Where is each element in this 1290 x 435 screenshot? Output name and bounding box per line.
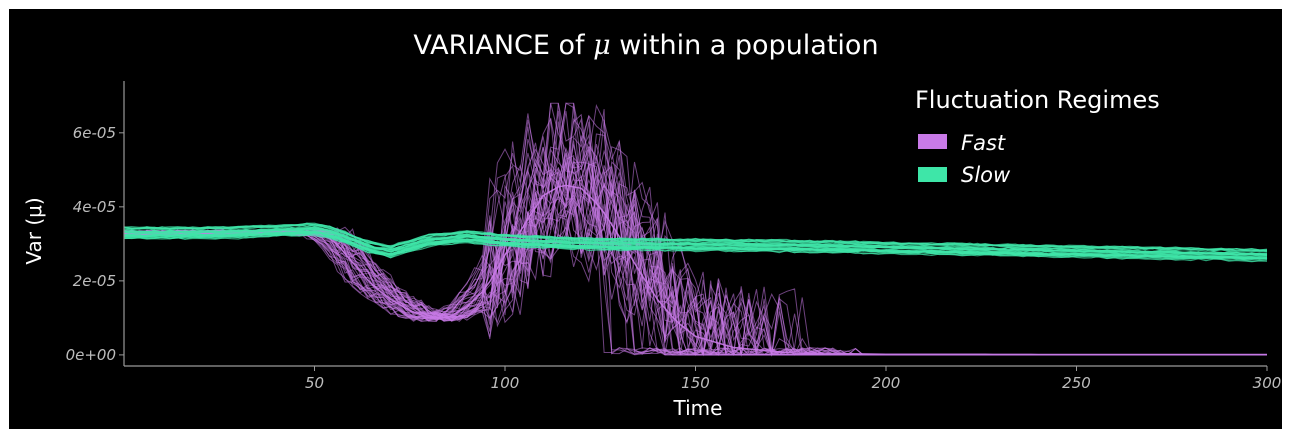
fast-run-line	[124, 119, 1267, 355]
series-line-fast	[124, 185, 1267, 354]
legend-swatch-slow	[918, 167, 947, 182]
x-tick-label: 300	[1253, 374, 1282, 392]
legend-label-slow: Slow	[961, 163, 1011, 187]
x-axis-label: Time	[673, 396, 723, 420]
x-tick-label: 100	[491, 374, 520, 392]
chart-title: VARIANCE of μ within a population	[413, 30, 878, 61]
legend-swatch-fast	[918, 134, 947, 149]
fast-run-line	[124, 217, 1267, 355]
fast-run-line	[124, 184, 1267, 355]
y-tick-label: 6e-05	[73, 124, 116, 142]
variance-line-chart: VARIANCE of μ within a population 0e+00 2…	[9, 9, 1282, 429]
legend-label-fast: Fast	[961, 131, 1006, 155]
x-tick-label: 150	[681, 374, 710, 392]
x-tick-label: 200	[872, 374, 901, 392]
fast-run-line	[124, 183, 1267, 355]
x-axis-ticks: 50 100 150 200 250 300	[305, 366, 1281, 392]
chart-panel: VARIANCE of μ within a population 0e+00 2…	[9, 9, 1282, 429]
legend-title: Fluctuation Regimes	[915, 86, 1160, 114]
y-tick-label: 4e-05	[73, 198, 116, 216]
y-tick-label: 2e-05	[73, 272, 116, 290]
y-tick-label: 0e+00	[66, 346, 116, 364]
y-axis-ticks: 0e+00 2e-05 4e-05 6e-05	[66, 124, 124, 364]
plot-area	[124, 103, 1267, 355]
y-axis-label: Var (μ)	[22, 197, 46, 264]
x-tick-label: 50	[305, 374, 324, 392]
legend: Fluctuation Regimes Fast Slow	[915, 86, 1160, 187]
x-tick-label: 250	[1062, 374, 1091, 392]
fast-run-line	[124, 184, 1267, 355]
